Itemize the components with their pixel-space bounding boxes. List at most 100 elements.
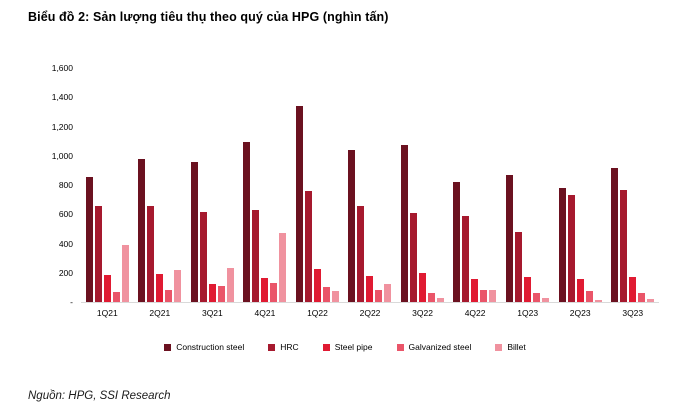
galvanized-steel-bar: [217, 285, 225, 302]
x-axis-label: 1Q21: [96, 308, 118, 318]
construction-steel-bar: [348, 149, 356, 302]
x-axis-label: 4Q22: [464, 308, 486, 318]
legend-label: Construction steel: [176, 342, 245, 352]
billet-bar: [331, 291, 339, 302]
hrc-bar: [94, 205, 102, 302]
source-note: Nguồn: HPG, SSI Research: [28, 390, 171, 402]
y-axis-tick-label: 1,400: [51, 92, 73, 103]
x-axis-label: 2Q21: [149, 308, 171, 318]
billet-bar: [489, 289, 497, 302]
steel-pipe-bar: [524, 277, 532, 302]
y-axis-tick-label: 200: [58, 267, 73, 278]
steel-pipe-bar: [471, 278, 479, 302]
x-axis: 1Q21 2Q21 3Q21 4Q21 1Q22 2Q22 3Q22 4Q22 1Q23 2Q23…: [81, 308, 659, 318]
plot-area: [81, 68, 659, 303]
galvanized-steel-bar: [638, 293, 646, 302]
billet-bar: [647, 299, 655, 302]
billet-bar: [436, 298, 444, 302]
steel-pipe-bar: [103, 274, 111, 302]
bar-group-2q23: [558, 68, 602, 302]
galvanized-steel-bar: [375, 290, 383, 302]
galvanized-steel-bar: [270, 283, 278, 302]
construction-steel-bar: [295, 106, 303, 302]
x-axis-label: 1Q23: [517, 308, 539, 318]
legend-item-billet: Billet: [495, 342, 526, 352]
steel-pipe-bar: [261, 277, 269, 302]
bar-group-4q22: [453, 68, 497, 302]
legend-swatch-icon: [322, 343, 330, 351]
x-axis-label: 3Q21: [201, 308, 223, 318]
steel-pipe-bar: [156, 273, 164, 302]
billet-bar: [121, 245, 129, 302]
x-axis-label: 2Q22: [359, 308, 381, 318]
bar-group-3q23: [611, 68, 655, 302]
legend-swatch-icon: [164, 343, 172, 351]
bar-group-2q21: [138, 68, 182, 302]
legend-item-steel-pipe: Steel pipe: [322, 342, 373, 352]
galvanized-steel-bar: [322, 286, 330, 302]
galvanized-steel-bar: [480, 289, 488, 302]
bar-group-1q21: [85, 68, 129, 302]
y-axis-tick-label: 400: [58, 238, 73, 249]
y-axis-tick-label: 600: [58, 209, 73, 220]
hrc-bar: [147, 205, 155, 302]
legend-item-hrc: HRC: [268, 342, 299, 352]
construction-steel-bar: [506, 174, 514, 302]
hrc-bar: [409, 212, 417, 302]
steel-pipe-bar: [576, 278, 584, 302]
y-axis-tick-label: 1,600: [51, 63, 73, 73]
chart-title: Biểu đồ 2: Sản lượng tiêu thụ theo quý c…: [28, 10, 389, 24]
x-axis-label: 4Q21: [254, 308, 276, 318]
hrc-bar: [199, 212, 207, 302]
hrc-bar: [462, 215, 470, 302]
construction-steel-bar: [190, 162, 198, 302]
legend-item-construction-steel: Construction steel: [164, 342, 244, 352]
hrc-bar: [357, 206, 365, 302]
legend-swatch-icon: [495, 343, 503, 351]
steel-pipe-bar: [208, 284, 216, 302]
galvanized-steel-bar: [533, 292, 541, 302]
billet-bar: [384, 284, 392, 302]
galvanized-steel-bar: [585, 291, 593, 302]
x-axis-label: 1Q22: [307, 308, 328, 318]
legend-label: Steel pipe: [334, 342, 373, 352]
bar-group-4q21: [243, 68, 287, 302]
construction-steel-bar: [611, 167, 619, 302]
billet-bar: [279, 233, 287, 302]
x-axis-label: 3Q22: [412, 308, 433, 318]
bar-group-1q22: [295, 68, 339, 302]
legend-swatch-icon: [396, 343, 404, 351]
construction-steel-bar: [243, 141, 251, 302]
bar-group-1q23: [506, 68, 550, 302]
hrc-bar: [515, 231, 523, 302]
x-axis-label: 2Q23: [569, 308, 591, 318]
construction-steel-bar: [400, 144, 408, 302]
steel-pipe-bar: [418, 272, 426, 302]
hrc-bar: [620, 190, 628, 302]
galvanized-steel-bar: [427, 293, 435, 302]
construction-steel-bar: [85, 177, 93, 302]
construction-steel-bar: [453, 182, 461, 302]
legend-label: Galvanized steel: [408, 342, 472, 352]
steel-pipe-bar: [629, 277, 637, 302]
billet-bar: [226, 268, 234, 302]
bar-group-2q22: [348, 68, 392, 302]
construction-steel-bar: [558, 187, 566, 302]
steel-pipe-bar: [366, 276, 374, 302]
chart-legend: Construction steel HRC Steel pipe Galvanize…: [0, 342, 690, 352]
billet-bar: [174, 269, 182, 302]
galvanized-steel-bar: [112, 291, 120, 302]
x-axis-label: 3Q23: [622, 308, 644, 318]
bar-group-3q22: [400, 68, 444, 302]
legend-item-galvanized-steel: Galvanized steel: [396, 342, 472, 352]
legend-label: HRC: [280, 342, 299, 352]
steel-pipe-bar: [313, 269, 321, 302]
legend-swatch-icon: [268, 343, 276, 351]
hrc-bar: [567, 194, 575, 302]
construction-steel-bar: [138, 158, 146, 302]
y-axis-tick-label: 1,000: [51, 150, 73, 161]
bar-chart: 1,600 1,400 1,200 1,000 800 600 400 200 - 1Q21 2Q…: [35, 60, 667, 330]
hrc-bar: [252, 209, 260, 302]
galvanized-steel-bar: [165, 290, 173, 302]
hrc-bar: [304, 190, 312, 302]
